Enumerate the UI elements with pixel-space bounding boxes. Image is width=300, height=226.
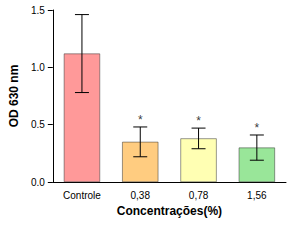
svg-text:OD 630 nm: OD 630 nm	[7, 65, 21, 128]
svg-text:0.0: 0.0	[31, 177, 45, 188]
svg-text:Controle: Controle	[63, 190, 101, 201]
svg-text:0,38: 0,38	[131, 190, 151, 201]
svg-text:*: *	[138, 113, 143, 127]
svg-text:*: *	[255, 121, 260, 135]
svg-text:0,78: 0,78	[189, 190, 209, 201]
svg-text:1,56: 1,56	[247, 190, 267, 201]
svg-text:0.5: 0.5	[31, 119, 45, 130]
svg-text:Concentrações(%): Concentrações(%)	[117, 204, 222, 218]
svg-text:*: *	[196, 114, 201, 128]
svg-text:1.5: 1.5	[31, 5, 45, 16]
svg-text:1.0: 1.0	[31, 62, 45, 73]
